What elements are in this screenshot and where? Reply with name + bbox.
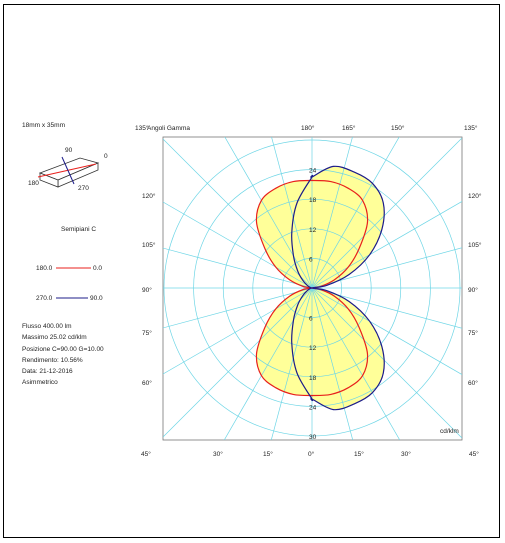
radial-tick-lower: 6 [309, 316, 313, 323]
grid-ray [163, 247, 313, 289]
intensity-fill [256, 166, 385, 410]
info-block: Flusso 400.00 lm Massimo 25.02 cd/klm Po… [22, 321, 104, 389]
axis-labels: 6 6 12 12 18 18 24 24 30 180° 165° 150° 135° 135° 45° 3… [135, 124, 482, 458]
grid-ray [270, 287, 313, 440]
grid-ray [311, 137, 353, 289]
lamp-size-label: 18mm x 35mm [22, 122, 65, 129]
intensity-curves [255, 165, 385, 411]
series-curve-1 [291, 165, 385, 411]
fill-area-1 [291, 166, 385, 410]
grid-ray [163, 287, 313, 329]
posizione-text: Posizione C=90.00 G=10.00 [22, 345, 104, 353]
unit-label: cd/klm [440, 428, 459, 435]
right-angle-label: 60° [468, 379, 478, 387]
bottom-angle-label: 45° [469, 450, 479, 458]
chart-title: Angoli Gamma [147, 125, 190, 132]
flusso-text: Flusso 400.00 lm [22, 323, 72, 330]
left-angle-label: 60° [142, 379, 152, 387]
radial-tick-upper: 24 [309, 168, 317, 175]
radial-tick-lower: 18 [309, 375, 317, 382]
left-angle-label: 75° [142, 329, 152, 337]
top-angle-label: 135° [135, 124, 149, 132]
radial-tick-upper: 12 [309, 227, 317, 234]
right-angle-label: 120° [468, 192, 482, 200]
lamp-axis-90: 90 [65, 147, 73, 154]
bottom-angle-label: 30° [401, 450, 411, 458]
legend-blue-right: 90.0 [90, 295, 103, 302]
grid-ray [223, 287, 313, 440]
grid-ray [311, 137, 400, 289]
radial-tick-lower: 30 [309, 434, 317, 441]
right-angle-label: 90° [468, 286, 478, 294]
top-angle-label: 135° [464, 124, 478, 132]
left-angle-label: 120° [142, 192, 156, 200]
bottom-angle-label: 15° [354, 450, 364, 458]
lamp-axis-0: 0 [104, 153, 108, 160]
top-angle-label: 150° [391, 124, 405, 132]
grid-ray [311, 287, 401, 440]
left-angle-label: 90° [142, 286, 152, 294]
bottom-angle-label: 0° [308, 450, 315, 458]
polar-grid [163, 137, 462, 440]
legend-red-right: 0.0 [93, 265, 102, 272]
right-angle-label: 75° [468, 329, 478, 337]
data-text: Data: 21-12-2016 [22, 368, 73, 376]
bottom-angle-label: 15° [263, 450, 273, 458]
asimmetria-text: Asimmetrico [22, 379, 58, 387]
bottom-angle-label: 45° [141, 450, 151, 458]
lamp-icon [37, 156, 100, 188]
top-angle-label: 165° [342, 124, 356, 132]
lamp-axis-180: 180 [28, 180, 39, 187]
grid-ray [311, 247, 462, 289]
grid-ray [311, 287, 462, 329]
grid-ray [224, 137, 313, 289]
radial-tick-lower: 12 [309, 345, 317, 352]
lamp-axis-270: 270 [78, 185, 89, 192]
legend: 180.0 0.0 270.0 90.0 [36, 265, 103, 302]
grid-ray [163, 138, 313, 289]
grid-ray [271, 137, 313, 289]
left-angle-label: 105° [142, 241, 156, 249]
right-angle-label: 105° [468, 241, 482, 249]
legend-red-left: 180.0 [36, 265, 53, 272]
semipiani-label: Semipiani C [61, 226, 97, 233]
grid-ray [311, 287, 462, 439]
top-angle-label: 180° [301, 124, 315, 132]
radial-tick-upper: 18 [309, 197, 317, 204]
grid-ray [311, 137, 462, 289]
radial-tick-upper: 6 [309, 256, 313, 263]
radial-tick-lower: 24 [309, 404, 317, 411]
rendimento-text: Rendimento: 10.56% [22, 356, 83, 364]
bottom-angle-label: 30° [213, 450, 223, 458]
grid-ray [311, 287, 354, 440]
grid-ray [163, 287, 313, 438]
massimo-text: Massimo 25.02 cd/klm [22, 334, 87, 342]
legend-blue-left: 270.0 [36, 295, 53, 302]
series-curve-0 [255, 179, 369, 397]
